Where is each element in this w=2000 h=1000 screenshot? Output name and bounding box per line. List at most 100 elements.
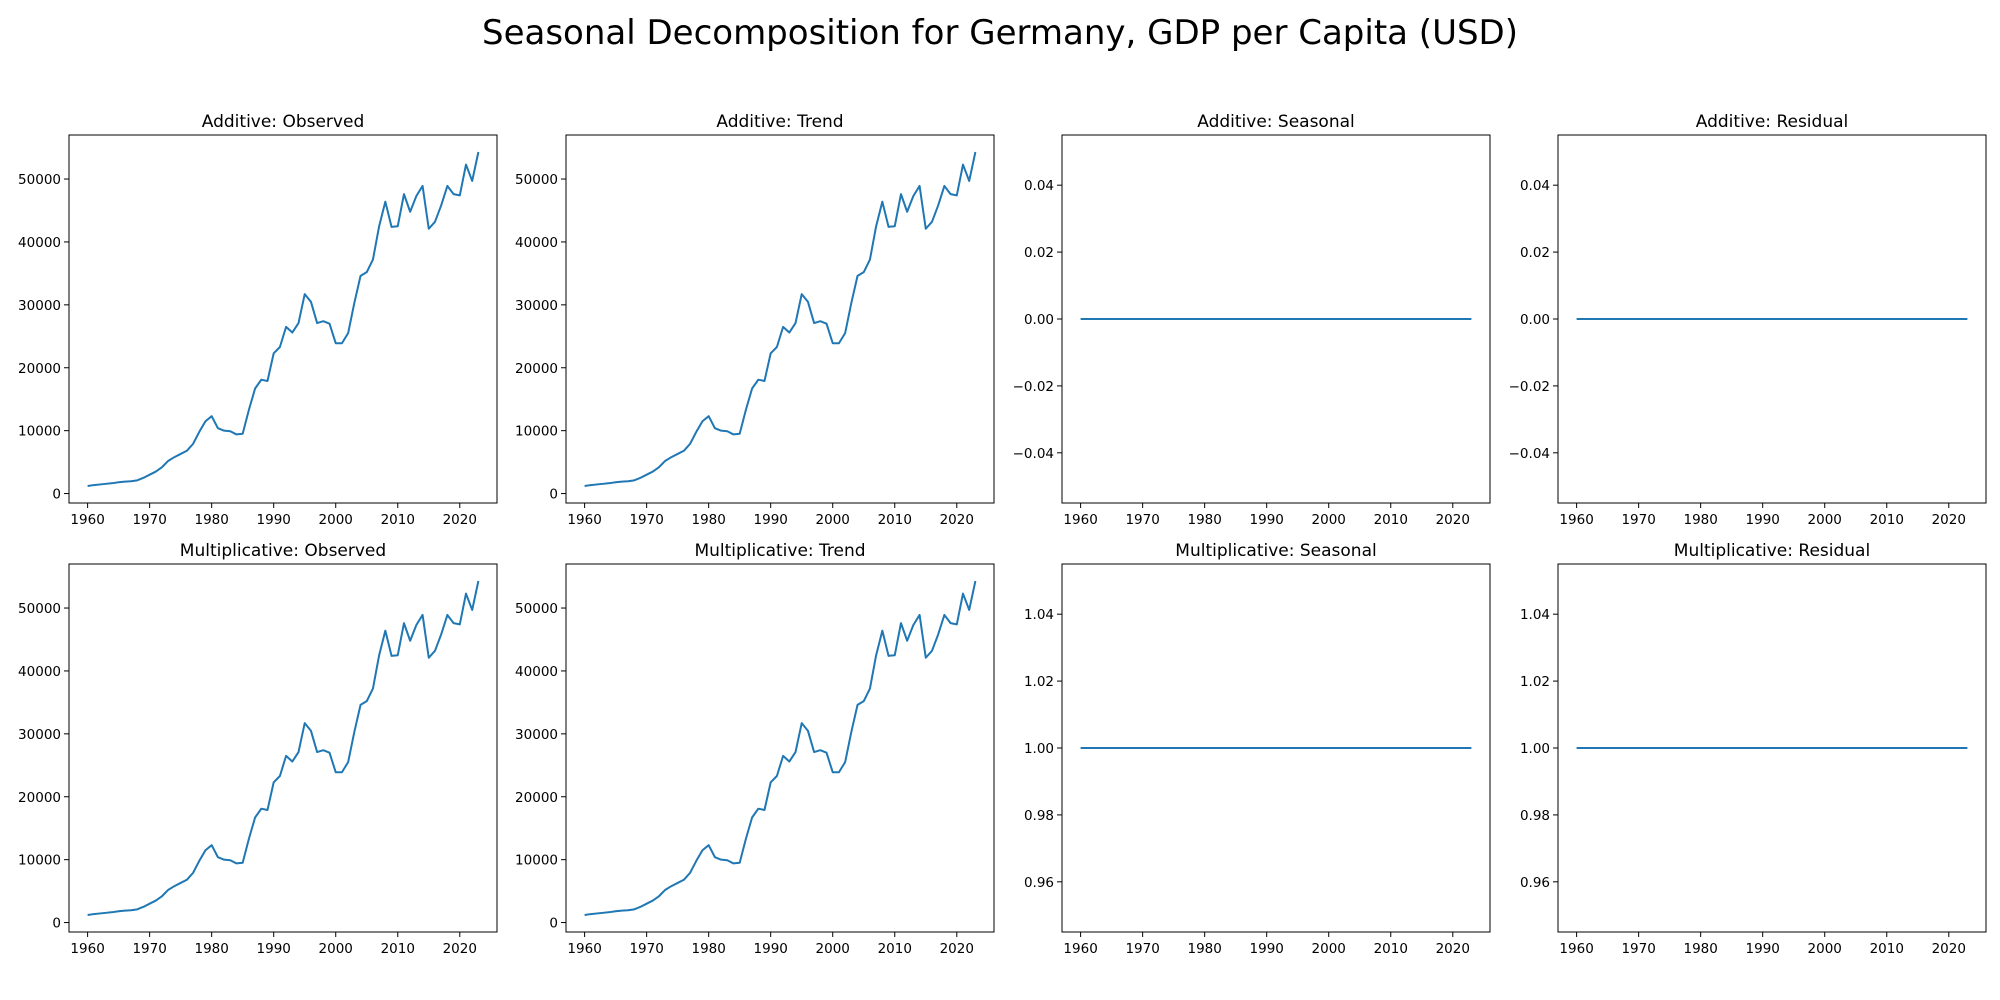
x-tick-label: 1990 (257, 512, 291, 528)
y-tick-label: 0.04 (1520, 178, 1550, 194)
x-tick-label: 2010 (381, 941, 415, 957)
y-tick-label: 20000 (515, 790, 558, 806)
series-line (584, 151, 977, 488)
x-tick-label: 1970 (1125, 512, 1159, 528)
x-tick-label: 1990 (257, 941, 291, 957)
x-tick-label: 1960 (567, 512, 601, 528)
y-tick-label: −0.04 (1013, 446, 1054, 462)
x-tick-label: 1970 (1125, 941, 1159, 957)
x-tick-label: 2010 (1870, 941, 1904, 957)
panel-title: Multiplicative: Observed (180, 541, 386, 561)
y-tick-label: 0.96 (1520, 875, 1550, 891)
y-tick-label: 1.00 (1520, 741, 1550, 757)
x-tick-label: 2020 (1932, 941, 1966, 957)
y-tick-label: 50000 (18, 172, 61, 188)
panel-title: Multiplicative: Trend (694, 541, 865, 561)
x-tick-label: 2000 (1312, 941, 1346, 957)
panel-title: Additive: Residual (1696, 112, 1848, 132)
x-tick-label: 1980 (1187, 512, 1221, 528)
x-tick-label: 1990 (754, 512, 788, 528)
x-tick-label: 1990 (754, 941, 788, 957)
y-tick-label: 1.02 (1024, 674, 1054, 690)
y-tick-label: 0 (549, 916, 558, 932)
x-tick-label: 2020 (1436, 941, 1470, 957)
x-tick-label: 2020 (443, 941, 477, 957)
panel-additive-residual: Additive: Residual 1960 1970 1980 1990 2000 20… (1509, 112, 1987, 528)
y-tick-label: −0.02 (1509, 379, 1550, 395)
y-tick-label: 0.96 (1024, 875, 1054, 891)
x-tick-label: 2020 (940, 512, 974, 528)
y-tick-label: 0 (52, 916, 61, 932)
panel-title: Additive: Seasonal (1197, 112, 1355, 132)
x-tick-label: 1980 (691, 941, 725, 957)
y-tick-label: 1.04 (1024, 607, 1054, 623)
x-tick-label: 2000 (319, 512, 353, 528)
y-tick-label: 0 (549, 487, 558, 503)
x-tick-label: 1990 (1250, 941, 1284, 957)
x-tick-label: 2010 (381, 512, 415, 528)
panel-title: Additive: Trend (716, 112, 843, 132)
x-tick-label: 1960 (567, 941, 601, 957)
y-tick-label: 20000 (18, 361, 61, 377)
panel-title: Additive: Observed (202, 112, 364, 132)
x-tick-label: 2010 (878, 941, 912, 957)
x-tick-label: 1970 (1621, 512, 1655, 528)
y-tick-label: 0.04 (1024, 178, 1054, 194)
y-tick-label: 50000 (515, 172, 558, 188)
y-tick-label: 10000 (18, 853, 61, 869)
x-tick-label: 2020 (940, 941, 974, 957)
x-tick-label: 2000 (1808, 941, 1842, 957)
y-tick-label: 10000 (515, 424, 558, 440)
x-tick-label: 1970 (132, 512, 166, 528)
x-tick-label: 1980 (194, 941, 228, 957)
panel-additive-trend: Additive: Trend 1960 1970 1980 1990 2000 2010 2… (515, 112, 995, 528)
x-tick-label: 1960 (70, 512, 104, 528)
y-tick-label: −0.02 (1013, 379, 1054, 395)
y-tick-label: 0 (52, 487, 61, 503)
panel-multiplicative-residual: Multiplicative: Residual 1960 1970 1980 1990… (1520, 541, 1987, 957)
x-tick-label: 1970 (629, 941, 663, 957)
x-tick-label: 1960 (1559, 941, 1593, 957)
x-tick-label: 1960 (1063, 512, 1097, 528)
x-tick-label: 1970 (629, 512, 663, 528)
y-tick-label: 50000 (18, 601, 61, 617)
axes-frame (565, 563, 995, 933)
x-tick-label: 2020 (1436, 512, 1470, 528)
figure-title: Seasonal Decomposition for Germany, GDP … (482, 13, 1518, 53)
x-tick-label: 1980 (691, 512, 725, 528)
axes-frame (68, 134, 498, 504)
x-tick-label: 2000 (816, 512, 850, 528)
series-line (87, 151, 480, 488)
series-line (584, 580, 977, 917)
y-tick-label: 30000 (515, 727, 558, 743)
panel-additive-observed: Additive: Observed 1960 1970 1980 1990 2000 20… (18, 112, 498, 528)
x-tick-label: 2010 (878, 512, 912, 528)
x-tick-label: 1970 (1621, 941, 1655, 957)
y-tick-label: 0.00 (1520, 312, 1550, 328)
panel-multiplicative-seasonal: Multiplicative: Seasonal 1960 1970 1980 1990… (1024, 541, 1491, 957)
x-tick-label: 1980 (1683, 512, 1717, 528)
x-tick-label: 2000 (319, 941, 353, 957)
panel-multiplicative-observed: Multiplicative: Observed 1960 1970 1980 1990… (18, 541, 498, 957)
y-tick-label: −0.04 (1509, 446, 1550, 462)
panel-title: Multiplicative: Seasonal (1175, 541, 1376, 561)
panel-title: Multiplicative: Residual (1674, 541, 1870, 561)
y-tick-label: 50000 (515, 601, 558, 617)
panel-multiplicative-trend: Multiplicative: Trend 1960 1970 1980 1990 200… (515, 541, 995, 957)
x-tick-label: 2010 (1374, 941, 1408, 957)
y-tick-label: 40000 (515, 235, 558, 251)
y-tick-label: 0.02 (1024, 245, 1054, 261)
x-tick-label: 1980 (1187, 941, 1221, 957)
y-tick-label: 40000 (515, 664, 558, 680)
x-tick-label: 1970 (132, 941, 166, 957)
series-line (87, 580, 480, 917)
y-tick-label: 20000 (515, 361, 558, 377)
x-tick-label: 2020 (1932, 512, 1966, 528)
subplot-grid: Additive: Observed 1960 1970 1980 1990 2000 20… (18, 112, 1987, 957)
y-tick-label: 0.98 (1520, 808, 1550, 824)
y-tick-label: 40000 (18, 235, 61, 251)
y-tick-label: 40000 (18, 664, 61, 680)
x-tick-label: 2000 (1808, 512, 1842, 528)
y-tick-label: 30000 (18, 727, 61, 743)
